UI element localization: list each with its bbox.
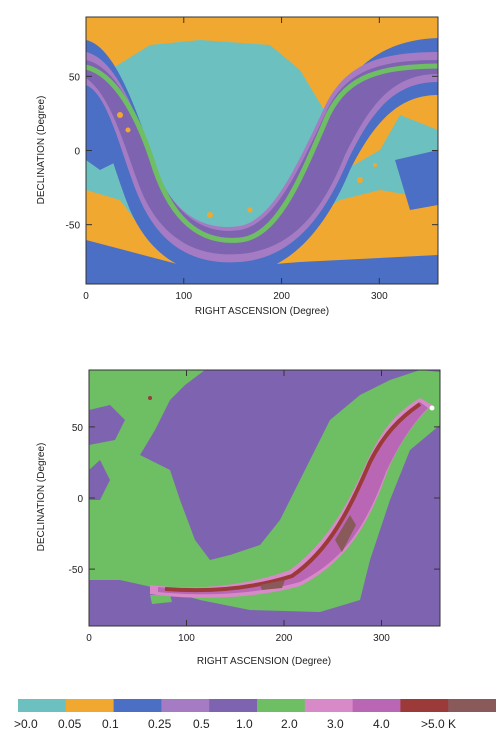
colorbar-swatch (113, 699, 162, 712)
colorbar-label: 0.05 (58, 717, 82, 731)
colorbar-label: 0.5 (193, 717, 210, 731)
bottom-y-tick-label: 0 (77, 494, 83, 505)
colorbar-swatch (209, 699, 258, 712)
colorbar-swatch (304, 699, 354, 712)
bottom-y-tick-label: -50 (69, 565, 84, 576)
colorbar-label: 0.1 (102, 717, 119, 731)
top-x-tick-label: 100 (175, 291, 192, 302)
bottom-sky-map (89, 370, 440, 626)
bottom-x-axis-label: RIGHT ASCENSION (Degree) (197, 656, 331, 667)
top-y-tick-label: 0 (74, 147, 80, 158)
top-panel: 0 100 200 300 50 0 -50 RIGHT ASCENSION (Degree… (36, 16, 439, 317)
colorbar-swatch (448, 699, 496, 712)
colorbar-swatch (400, 699, 449, 712)
colorbar-label: 3.0 (327, 717, 344, 731)
colorbar-label: 0.25 (148, 717, 172, 731)
bottom-axes: 0 100 200 300 50 0 -50 (69, 370, 440, 644)
top-x-axis-label: RIGHT ASCENSION (Degree) (195, 306, 329, 317)
colorbar-label: 4.0 (373, 717, 390, 731)
colorbar-label: 2.0 (281, 717, 298, 731)
colorbar-swatch (161, 699, 210, 712)
colorbar-label: >0.0 (14, 717, 38, 731)
colorbar-label: 1.0 (236, 717, 253, 731)
top-x-tick-label: 0 (83, 291, 89, 302)
bottom-x-tick-label: 0 (86, 633, 92, 644)
top-sky-map (86, 17, 438, 284)
bottom-x-tick-label: 300 (373, 633, 390, 644)
bottom-x-tick-label: 100 (178, 633, 195, 644)
colorbar-swatch (65, 699, 115, 712)
colorbar: >0.0 0.05 0.1 0.25 0.5 1.0 2.0 3.0 4.0 >5.0 K (14, 699, 496, 731)
top-y-tick-label: 50 (69, 72, 81, 83)
bottom-x-tick-label: 200 (276, 633, 293, 644)
top-x-tick-label: 200 (273, 291, 290, 302)
top-y-tick-label: -50 (66, 221, 81, 232)
colorbar-swatch (257, 699, 306, 712)
bottom-y-axis-label: DECLINATION (Degree) (36, 443, 47, 552)
colorbar-swatch (18, 699, 67, 712)
top-x-tick-label: 300 (371, 291, 388, 302)
bottom-y-tick-label: 50 (72, 423, 84, 434)
colorbar-swatch (352, 699, 401, 712)
bottom-panel: 0 100 200 300 50 0 -50 RIGHT ASCENSION (Degree… (36, 369, 441, 667)
colorbar-label: >5.0 K (421, 717, 456, 731)
top-y-axis-label: DECLINATION (Degree) (36, 96, 47, 205)
top-axes: 0 100 200 300 50 0 -50 (66, 17, 438, 302)
